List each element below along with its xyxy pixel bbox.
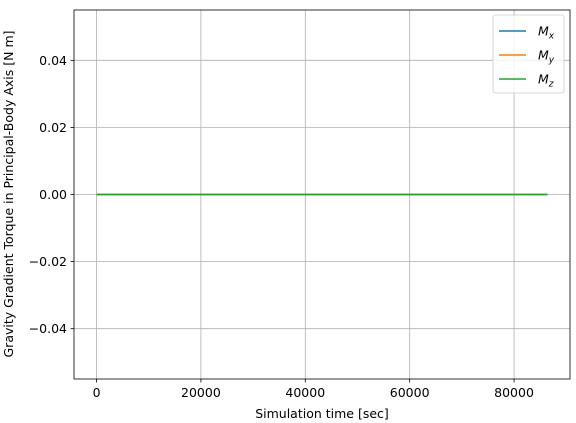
y-axis: −0.04 −0.02 0.00 0.02 0.04 bbox=[29, 53, 74, 336]
x-axis-title: Simulation time [sec] bbox=[255, 406, 389, 421]
legend-label: Mx bbox=[538, 24, 555, 42]
legend-label-subscript: z bbox=[548, 80, 554, 90]
y-tick-label: −0.02 bbox=[29, 254, 67, 269]
legend-label-subscript: x bbox=[548, 32, 555, 42]
legend-label-subscript: y bbox=[548, 56, 555, 66]
x-tick-label: 0 bbox=[93, 385, 101, 400]
y-tick-label: 0.00 bbox=[39, 187, 67, 202]
x-axis: 0 20000 40000 60000 80000 bbox=[93, 379, 534, 400]
x-tick-label: 40000 bbox=[285, 385, 325, 400]
y-tick-label: 0.02 bbox=[39, 120, 67, 135]
y-tick-label: 0.04 bbox=[39, 53, 67, 68]
y-axis-title: Gravity Gradient Torque in Principal-Bod… bbox=[1, 31, 16, 358]
legend-label-main: M bbox=[538, 48, 549, 63]
legend-label-main: M bbox=[538, 72, 549, 87]
y-tick-label: −0.04 bbox=[29, 321, 67, 336]
x-tick-label: 60000 bbox=[390, 385, 430, 400]
legend-frame bbox=[492, 14, 565, 94]
legend-label: Mz bbox=[538, 72, 554, 90]
x-tick-label: 20000 bbox=[181, 385, 221, 400]
legend-label: My bbox=[538, 48, 555, 66]
legend-label-main: M bbox=[538, 24, 549, 39]
x-tick-label: 80000 bbox=[494, 385, 534, 400]
